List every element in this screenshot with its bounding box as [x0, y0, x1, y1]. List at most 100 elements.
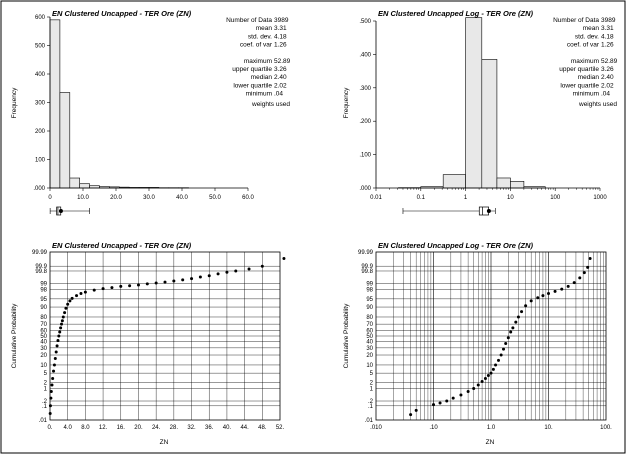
data-point: [68, 299, 72, 303]
data-point: [560, 287, 564, 291]
y-tick-label: .300: [359, 86, 371, 92]
y-tick-label: 20: [366, 353, 373, 359]
y-tick-label: 99.99: [32, 250, 48, 256]
stat-label: lower quartile: [233, 82, 272, 89]
y-tick-label: 1: [370, 387, 374, 393]
y-tick-label: .01: [39, 418, 48, 424]
x-tick-label: 20.0: [110, 195, 122, 201]
data-point: [566, 284, 570, 288]
y-tick-label: 99.99: [358, 250, 374, 256]
y-tick-label: .1: [42, 404, 48, 410]
data-point: [49, 396, 53, 400]
data-point: [414, 408, 418, 412]
stat-label: mean: [256, 25, 273, 32]
y-tick-label: 40: [40, 340, 47, 346]
data-point: [502, 347, 506, 351]
boxplot-mean: [486, 209, 491, 213]
y-tick-label: 50: [366, 334, 373, 340]
stat-value: 52.89: [601, 58, 618, 65]
x-tick-label: 1.0: [487, 425, 496, 431]
data-point: [51, 376, 55, 380]
y-tick-label: 40: [366, 340, 373, 346]
data-point: [60, 322, 63, 326]
y-tick-label: 2: [44, 380, 48, 386]
data-point: [582, 271, 586, 275]
y-tick-label: 200: [35, 129, 46, 135]
y-tick-label: .500: [359, 19, 371, 25]
y-tick-label: 90: [40, 305, 47, 311]
data-point: [64, 306, 68, 310]
weights-note: weights used: [251, 101, 290, 108]
data-point: [181, 278, 185, 282]
x-tick-label: 100.: [600, 425, 612, 431]
data-point: [52, 369, 56, 373]
data-point: [509, 330, 513, 334]
data-point: [547, 292, 550, 296]
x-tick-label: 0.1: [417, 195, 426, 201]
stat-label: upper quartile: [232, 66, 272, 73]
x-tick-label: 50.0: [209, 195, 221, 201]
histogram-bar: [510, 181, 525, 189]
data-point: [486, 374, 490, 378]
stat-label: upper quartile: [559, 66, 599, 73]
y-tick-label: .2: [368, 399, 374, 405]
x-tick-label: 0.: [47, 425, 52, 431]
stat-label: std. dev.: [575, 33, 599, 40]
data-point: [586, 265, 590, 269]
data-point: [101, 287, 105, 291]
data-point: [58, 330, 62, 334]
stat-label: std. dev.: [248, 33, 272, 40]
y-tick-label: 98: [366, 288, 373, 294]
x-tick-label: 4.0: [64, 425, 73, 431]
x-tick-label: 52.: [276, 425, 285, 431]
data-point: [483, 376, 487, 380]
y-tick-label: 80: [40, 315, 47, 321]
data-point: [48, 412, 52, 416]
stat-value: 3.31: [601, 25, 614, 32]
data-point: [247, 267, 251, 271]
stat-value: 3989: [601, 17, 616, 24]
stat-value: 2.02: [274, 82, 287, 89]
data-point: [52, 363, 56, 367]
data-point: [506, 336, 510, 340]
y-tick-label: .2: [42, 399, 48, 405]
hist-log-ylabel: Frequency: [343, 87, 350, 118]
x-tick-label: 10.0: [77, 195, 89, 201]
data-point: [516, 315, 520, 319]
stat-value: 3.31: [274, 25, 287, 32]
boxplot-mean: [58, 209, 63, 213]
data-point: [75, 294, 79, 298]
data-point: [56, 339, 60, 343]
prob-log-xlabel: ZN: [486, 439, 495, 446]
y-tick-label: 99: [366, 281, 373, 287]
y-tick-label: 100: [35, 158, 46, 164]
data-point: [234, 269, 238, 273]
y-tick-label: 95: [40, 297, 47, 303]
data-point: [63, 311, 67, 315]
hist-linear-panel: EN Clustered Uncapped - TER Ore (ZN) Fre…: [11, 9, 291, 216]
stat-label: Number of Data: [553, 17, 599, 24]
prob-linear-grid: 0. 4.0 8.0 12. 16. 20. 24. 28. 32. 36. 40. 44. 48. 52…: [32, 250, 285, 431]
y-tick-label: 90: [366, 305, 373, 311]
data-point: [136, 283, 140, 287]
data-point: [61, 315, 65, 319]
stat-label: median: [251, 74, 273, 81]
y-tick-label: 5: [44, 371, 48, 377]
x-tick-label: 0: [48, 195, 52, 201]
x-tick-label: .10: [429, 425, 438, 431]
y-tick-label: .01: [365, 418, 374, 424]
y-tick-label: 400: [35, 72, 46, 78]
x-tick-label: 20.: [134, 425, 143, 431]
prob-log-title: EN Clustered Uncapped Log - TER Ore (ZN): [378, 241, 534, 250]
data-point: [282, 256, 286, 260]
y-tick-label: 2: [370, 380, 374, 386]
y-tick-label: 20: [40, 353, 47, 359]
data-point: [110, 286, 114, 290]
data-point: [163, 280, 167, 284]
prob-log-ylabel: Cumulative Probability: [343, 303, 350, 368]
data-point: [514, 320, 518, 324]
y-tick-label: 500: [35, 44, 46, 50]
data-point: [520, 310, 524, 314]
